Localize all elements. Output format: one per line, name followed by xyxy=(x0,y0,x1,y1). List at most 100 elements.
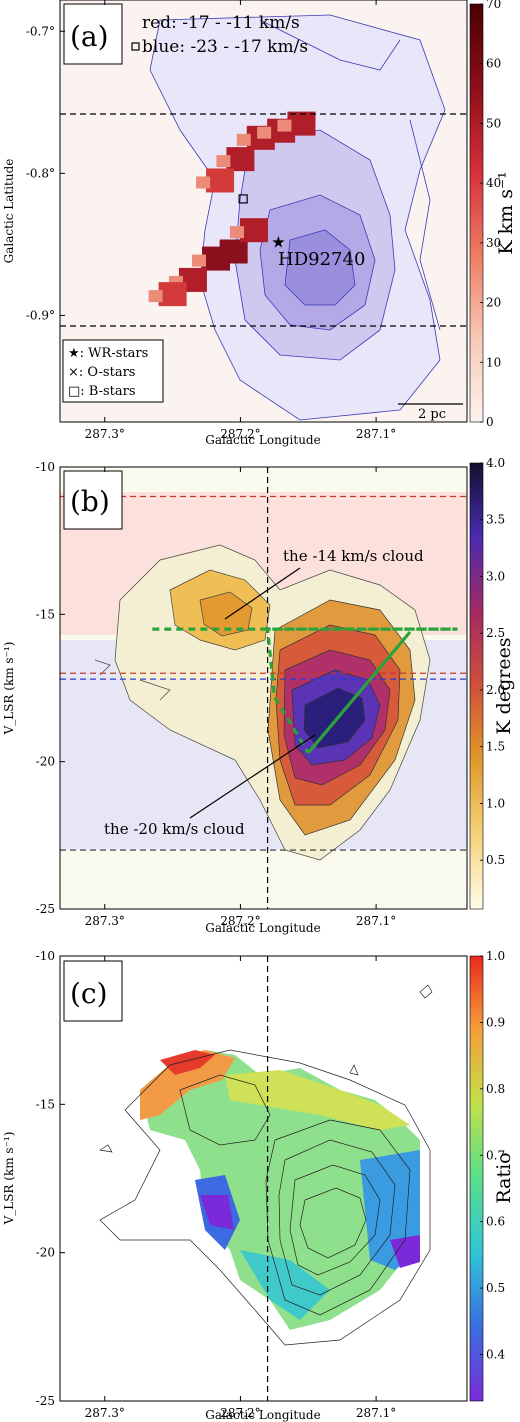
colorbar-tick-label: 0.6 xyxy=(486,1215,505,1229)
annotation-20: the -20 km/s cloud xyxy=(104,820,245,838)
red-emission-halo xyxy=(257,126,272,139)
colorbar-tick-label: 0.4 xyxy=(486,1348,505,1362)
red-emission-halo xyxy=(277,119,292,132)
ratio-peak xyxy=(160,1050,215,1075)
colorbar-tick-label: 1.0 xyxy=(486,796,505,810)
ratio-mid-bottom xyxy=(240,1250,330,1320)
y-tick-label: -15 xyxy=(36,1097,55,1111)
red-emission-pixel xyxy=(158,282,187,307)
ratio-high-top xyxy=(140,1050,235,1120)
colorbar-tick-label: 20 xyxy=(486,296,501,310)
colorbar-tick-label: 70 xyxy=(486,0,501,11)
panel-a-blue-emission xyxy=(149,14,446,421)
y-tick-label: -25 xyxy=(36,1394,55,1408)
panel-a-colorbar xyxy=(469,3,484,423)
scale-bar: 2 pc xyxy=(398,403,463,422)
x-tick-label: 287.3° xyxy=(85,914,125,928)
panel-a-red-emission xyxy=(148,111,316,307)
ratio-min-right xyxy=(390,1235,420,1268)
annotation-20-pointer xyxy=(189,734,316,819)
x-tick-label: 287.1° xyxy=(356,1406,396,1420)
colorbar-tick-label: 1.0 xyxy=(486,949,505,963)
blue-region-core xyxy=(284,229,356,306)
panel-a-colorbar-label: K km s⁻¹ xyxy=(495,171,517,254)
panel-c: (c) 287.3° 287.2° 287.1° -10 -15 -20 -25 Galac… xyxy=(2,949,515,1422)
colorbar-tick-label: 1.5 xyxy=(486,740,505,754)
blue-contour-right xyxy=(409,119,441,331)
panel-c-frame xyxy=(59,955,468,1402)
x-tick-label: 287.2° xyxy=(220,427,260,441)
panel-b-xlabel: Galactic Longitude xyxy=(205,921,320,935)
panel-b-lines xyxy=(60,467,467,909)
green-dashed-line xyxy=(152,627,458,754)
panel-b-colorbar xyxy=(469,462,484,910)
colorbar-tick-label: 10 xyxy=(486,355,501,369)
panel-a-axes: 287.3° 287.2° 287.1° -0.7° -0.8° -0.9° xyxy=(26,0,396,441)
panel-a-xlabel: Galactic Longitude xyxy=(205,433,320,447)
colorbar-tick-label: 40 xyxy=(486,176,501,190)
colorbar-tick-label: 0.5 xyxy=(486,1281,505,1295)
panel-c-colorbar xyxy=(469,955,484,1402)
ratio-contour-5 xyxy=(179,1074,271,1146)
wr-star-marker: ★ xyxy=(271,233,285,252)
panel-a-colorbar-ticks: 0 10 20 30 40 50 60 70 xyxy=(480,0,501,429)
y-tick-label: -0.8° xyxy=(26,166,55,180)
red-emission-halo xyxy=(196,176,211,189)
y-tick-label: -0.9° xyxy=(26,308,55,322)
scale-bar-label: 2 pc xyxy=(418,407,446,422)
ratio-contour-small xyxy=(99,984,433,1153)
b-star-marker xyxy=(238,194,248,204)
panel-b-emission xyxy=(94,544,431,861)
colorbar-tick-label: 0.7 xyxy=(486,1148,505,1162)
red-emission-halo xyxy=(230,226,245,239)
panel-c-colorbar-label: Ratio xyxy=(493,1152,515,1203)
emission-14-cloud-core xyxy=(199,591,253,637)
x-tick-label: 287.1° xyxy=(356,427,396,441)
colorbar-tick-label: 0.9 xyxy=(486,1015,505,1029)
panel-c-ratio-map xyxy=(99,984,433,1346)
red-emission-pixel xyxy=(226,147,255,172)
panel-a-stars: ★ xyxy=(238,194,286,252)
panel-b-label-box: (b) xyxy=(63,470,123,530)
panel-c-xlabel: Galactic Longitude xyxy=(205,1408,320,1422)
colorbar-tick-label: 3.5 xyxy=(486,513,505,527)
y-tick-label: -10 xyxy=(36,460,55,474)
panel-b-ylabel: V_LSR (km s⁻¹) xyxy=(2,642,16,736)
legend-b: □: B-stars xyxy=(68,384,136,399)
panel-a-label-box: (a) xyxy=(63,3,123,65)
ratio-contour-4 xyxy=(299,1187,367,1259)
red-emission-pixel xyxy=(206,168,235,193)
blue-contour-upper xyxy=(259,19,401,71)
colorbar-tick-label: 0.5 xyxy=(486,853,505,867)
panel-b-colorbar-ticks: 0.5 1.0 1.5 2.0 2.5 3.0 3.5 4.0 xyxy=(480,456,505,867)
colorbar-tick-label: 2.5 xyxy=(486,626,505,640)
b-star-marker-legend xyxy=(131,42,140,51)
panel-c-colorbar-ticks: 0.4 0.5 0.6 0.7 0.8 0.9 1.0 xyxy=(480,949,505,1362)
panel-c-label: (c) xyxy=(70,977,108,1010)
star-label: HD92740 xyxy=(278,249,365,270)
red-emission-pixel xyxy=(287,111,316,136)
panel-c-label-box: (c) xyxy=(63,960,123,1022)
panel-b-frame xyxy=(59,466,468,910)
legend-red: red: -17 - -11 km/s xyxy=(142,13,300,33)
panel-c-axes: 287.3° 287.2° 287.1° -10 -15 -20 -25 xyxy=(36,949,397,1420)
annotation-14-pointer xyxy=(224,567,301,620)
panel-a-frame xyxy=(59,0,468,423)
ratio-upper-band xyxy=(225,1070,410,1130)
y-tick-label: -0.7° xyxy=(26,24,55,38)
x-tick-label: 287.3° xyxy=(85,1406,125,1420)
x-tick-label: 287.2° xyxy=(220,1406,260,1420)
y-tick-label: -20 xyxy=(36,1246,55,1260)
y-tick-label: -25 xyxy=(36,902,55,916)
panel-b-axes: 287.3° 287.2° 287.1° -10 -15 -20 -25 xyxy=(36,460,397,928)
y-tick-label: -20 xyxy=(36,755,55,769)
red-emission-pixel xyxy=(202,246,231,271)
green-solid-line xyxy=(307,630,412,754)
colorbar-tick-label: 30 xyxy=(486,236,501,250)
annotation-14: the -14 km/s cloud xyxy=(283,547,424,565)
red-emission-halo xyxy=(192,254,207,267)
colorbar-tick-label: 0 xyxy=(486,415,494,429)
colorbar-tick-label: 0.8 xyxy=(486,1082,505,1096)
ratio-contour-2 xyxy=(278,1139,396,1296)
